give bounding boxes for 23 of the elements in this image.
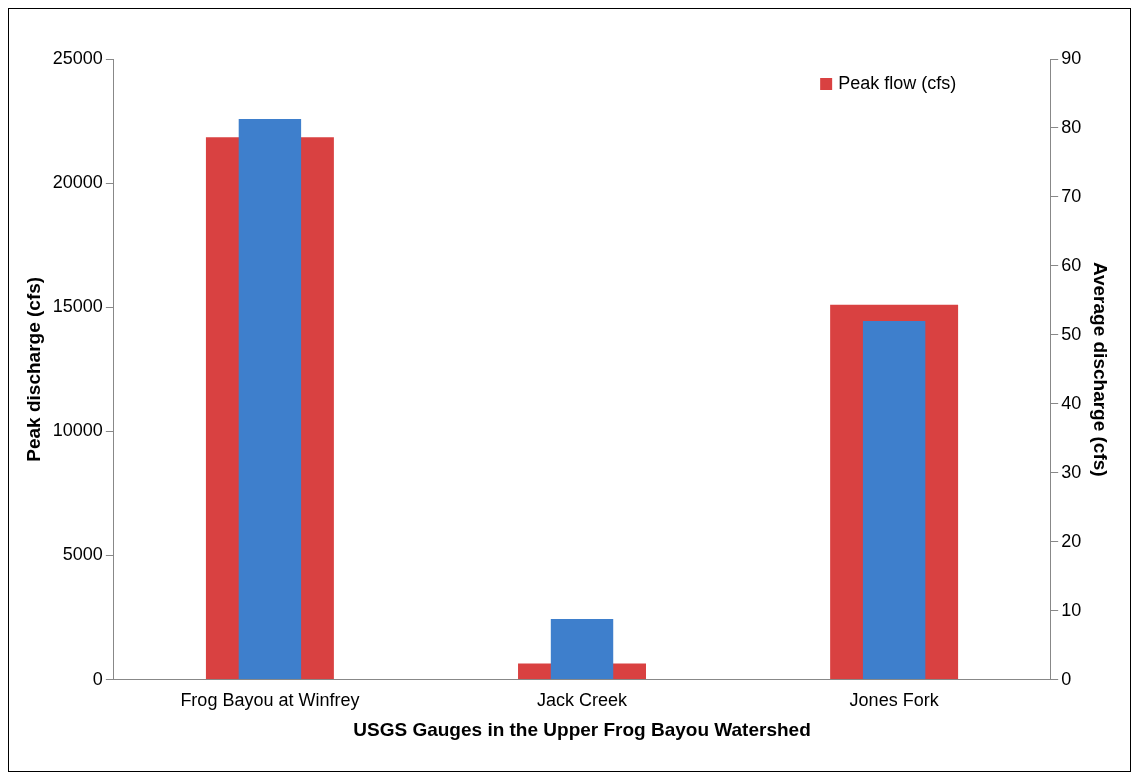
x-tick-label: Jack Creek xyxy=(537,690,629,711)
x-tick-label: Frog Bayou at Winfrey xyxy=(180,690,360,711)
y-tick-label: 0 xyxy=(92,668,103,689)
y-tick-label: 25000 xyxy=(52,47,103,68)
y2-tick-label: 80 xyxy=(1061,116,1082,137)
y2-tick-label: 50 xyxy=(1061,323,1082,344)
x-axis-title: USGS Gauges in the Upper Frog Bayou Watershed xyxy=(353,718,811,740)
y2-tick-label: 60 xyxy=(1061,254,1082,275)
x-tick-label: Jones Fork xyxy=(849,690,940,711)
y-tick-label: 20000 xyxy=(52,172,103,193)
y2-tick-label: 70 xyxy=(1061,185,1082,206)
y2-tick-label: 40 xyxy=(1061,392,1082,413)
y-axis-title: Peak discharge (cfs) xyxy=(22,276,44,462)
legend-label: Peak flow (cfs) xyxy=(838,72,957,93)
y-tick-label: 5000 xyxy=(62,544,103,565)
y2-tick-label: 20 xyxy=(1061,530,1082,551)
y2-tick-label: 10 xyxy=(1061,599,1082,620)
y2-tick-label: 30 xyxy=(1061,461,1082,482)
y2-tick-label: 90 xyxy=(1061,47,1082,68)
y-tick-label: 10000 xyxy=(52,420,103,441)
y2-axis-title: Average discharge (cfs) xyxy=(1090,261,1112,477)
y2-tick-label: 0 xyxy=(1061,668,1072,689)
y-tick-label: 15000 xyxy=(52,296,103,317)
